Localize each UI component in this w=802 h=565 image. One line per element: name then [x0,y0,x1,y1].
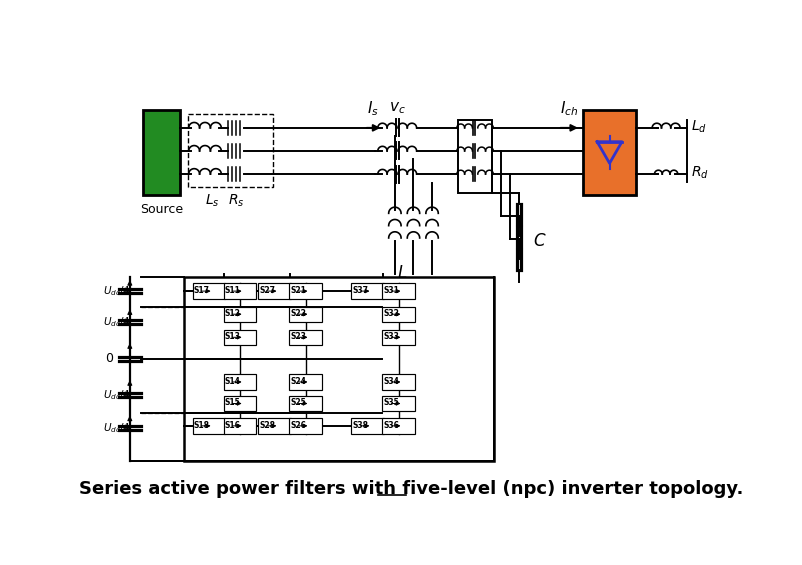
Text: S13: S13 [224,332,240,341]
Bar [351,284,383,299]
Bar [382,396,415,411]
Bar [192,284,225,299]
Text: S12: S12 [224,309,240,318]
Bar [382,329,415,345]
Bar [223,306,256,322]
Bar [289,306,322,322]
Bar [143,110,180,195]
Text: S16: S16 [224,420,240,429]
Text: $R_d$: $R_d$ [690,164,708,181]
Bar [382,306,415,322]
Text: S28: S28 [259,420,275,429]
Bar [223,418,256,433]
Text: S21: S21 [290,286,306,295]
Text: S27: S27 [259,286,275,295]
Text: $L_s$: $L_s$ [205,193,220,209]
Text: $U_{dc}/4$: $U_{dc}/4$ [103,284,131,298]
Bar [188,114,273,187]
Bar [192,418,225,433]
Bar [223,329,256,345]
Bar [382,374,415,390]
Text: $I_s$: $I_s$ [367,99,379,118]
Text: 0: 0 [105,353,113,366]
Bar [289,396,322,411]
Bar [223,374,256,390]
Text: S22: S22 [290,309,306,318]
Bar [258,418,290,433]
Bar [184,277,493,460]
Text: S15: S15 [224,398,240,407]
Bar [258,284,290,299]
Bar [289,329,322,345]
Text: $L$: $L$ [397,264,407,282]
Text: S38: S38 [352,420,368,429]
Text: $I_{ch}$: $I_{ch}$ [559,99,577,118]
Text: S23: S23 [290,332,306,341]
Text: Source: Source [140,202,183,216]
Text: S24: S24 [290,377,306,386]
Text: $U_{dc}/4$: $U_{dc}/4$ [103,315,131,329]
Text: $C$: $C$ [533,232,545,250]
Text: S11: S11 [224,286,240,295]
Text: $L_d$: $L_d$ [690,118,706,134]
Bar [223,284,256,299]
Text: $R_s$: $R_s$ [228,193,244,209]
Bar [223,396,256,411]
Text: $U_{dc}/4$: $U_{dc}/4$ [103,388,131,402]
Text: S31: S31 [383,286,399,295]
Text: S34: S34 [383,377,399,386]
Bar [382,418,415,433]
Text: S18: S18 [193,420,209,429]
Bar [289,284,322,299]
Text: S33: S33 [383,332,399,341]
Bar [289,418,322,433]
Text: $v_c$: $v_c$ [388,101,405,116]
Text: S17: S17 [193,286,209,295]
Text: S14: S14 [224,377,240,386]
Text: S37: S37 [352,286,368,295]
Text: $U_{dc}/4$: $U_{dc}/4$ [103,421,131,435]
Text: Series active power filters with five-level (npc) inverter topology.: Series active power filters with five-le… [79,480,743,498]
Bar [351,418,383,433]
Text: S26: S26 [290,420,306,429]
Text: S25: S25 [290,398,306,407]
Bar [382,284,415,299]
Bar [582,110,635,195]
Text: S36: S36 [383,420,399,429]
Bar [289,374,322,390]
Bar [458,120,491,193]
Text: S32: S32 [383,309,399,318]
Text: S35: S35 [383,398,399,407]
